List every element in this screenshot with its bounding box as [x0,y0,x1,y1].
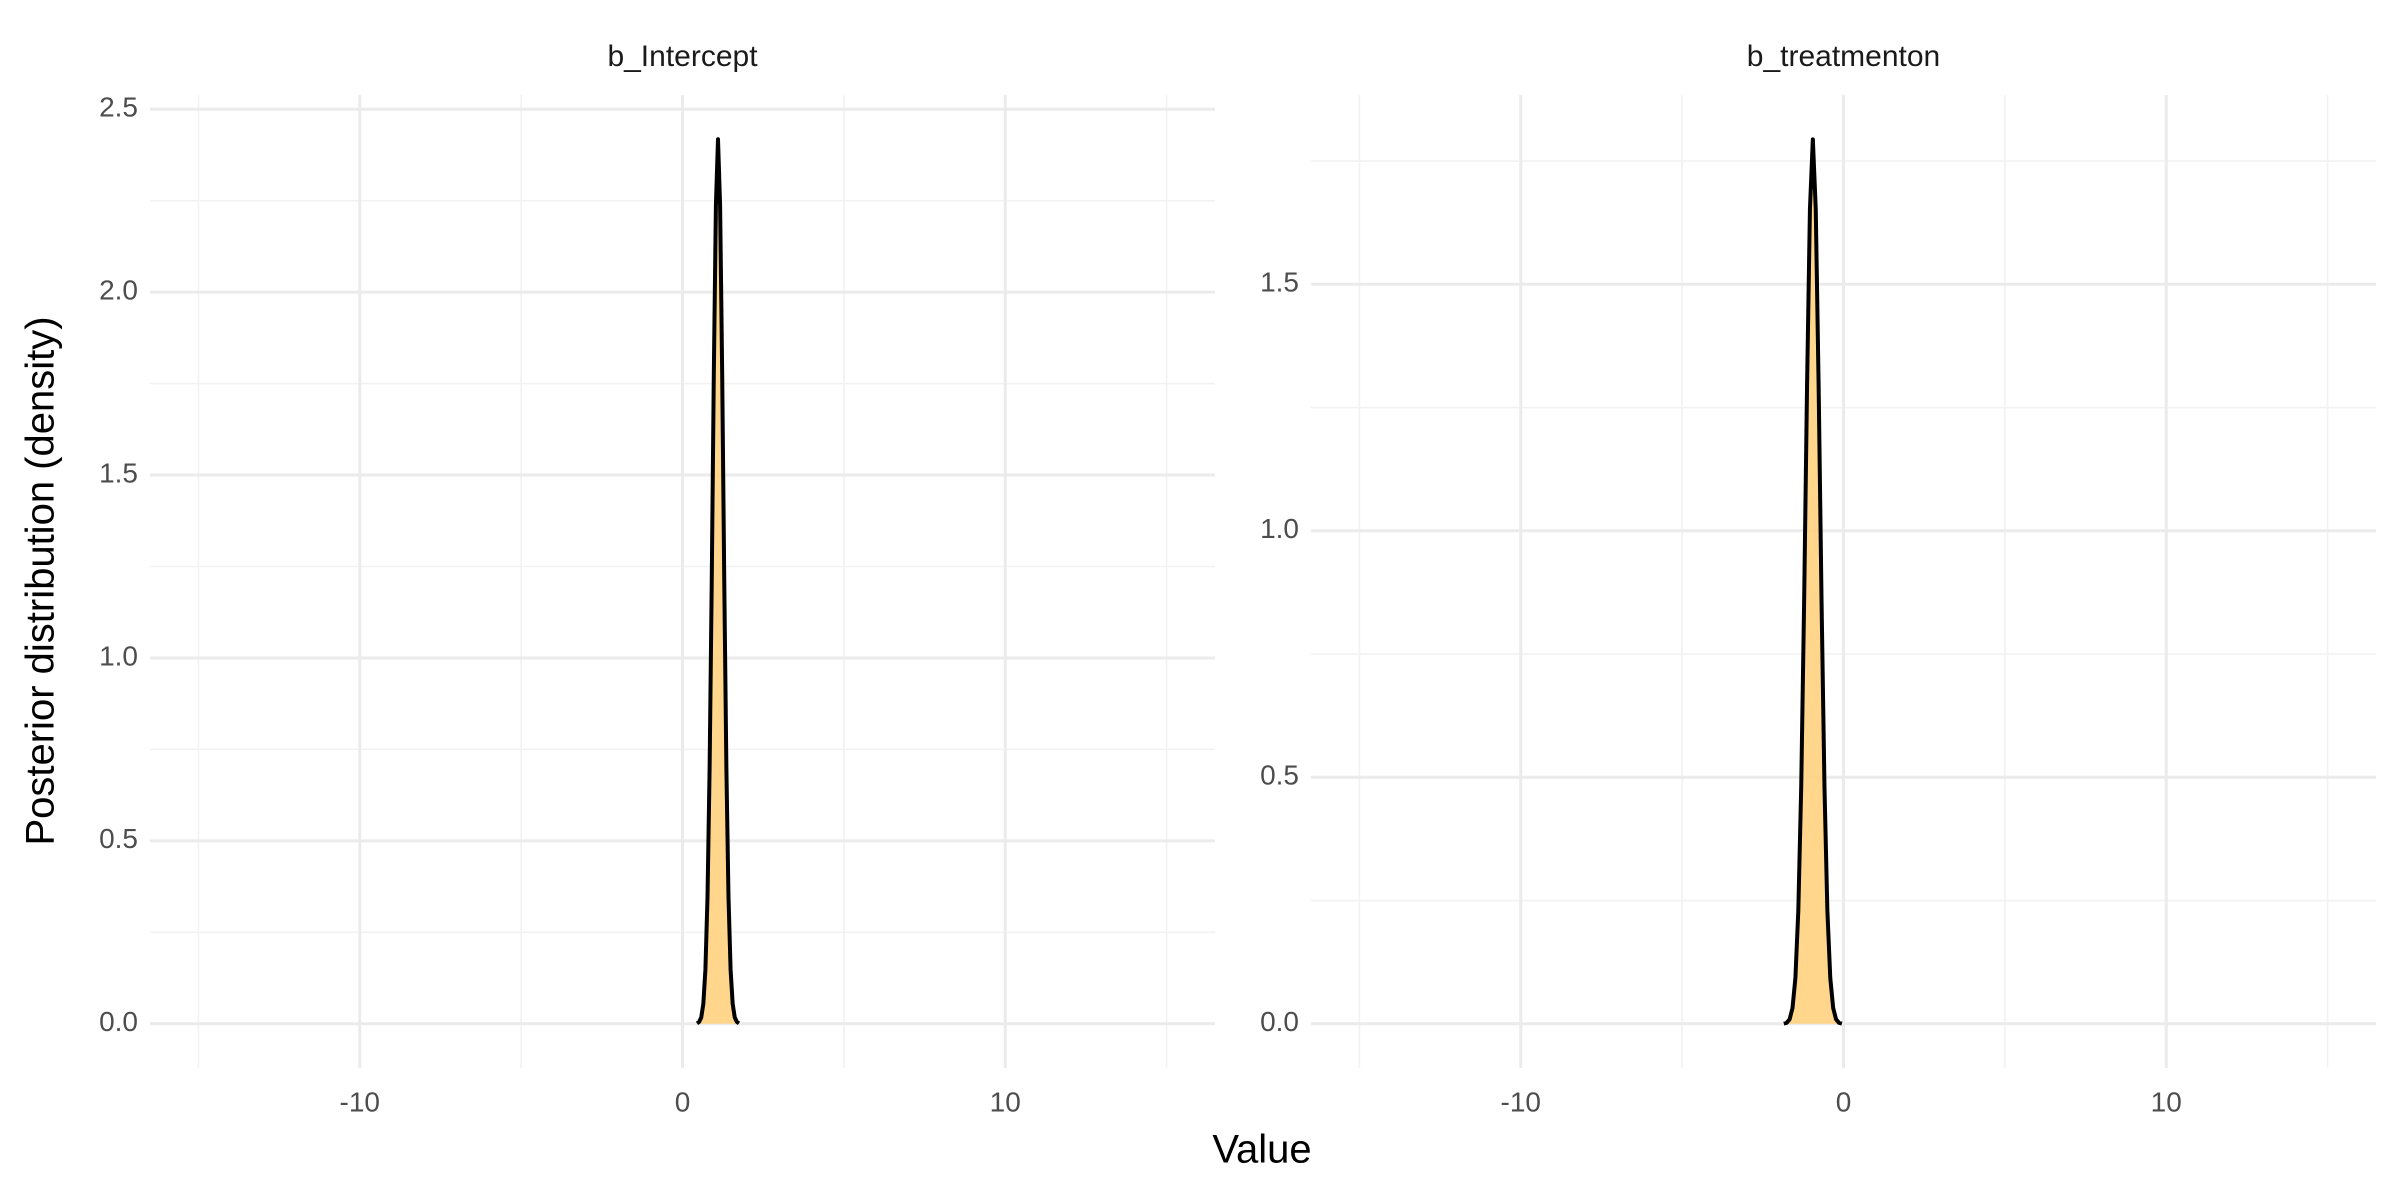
panel-title: b_treatmenton [1747,40,1940,73]
density-line [1783,137,1843,1026]
x-tick-label: 0 [675,1086,691,1117]
y-axis-label: Posterior distribution (density) [19,316,63,845]
y-tick-label: 1.0 [1260,513,1299,544]
y-tick-label: 0.0 [99,1006,138,1037]
y-tick-label: 2.0 [99,275,138,306]
x-tick-label: 0 [1836,1086,1852,1117]
y-tick-label: 1.5 [99,457,138,488]
density-area [697,139,739,1024]
x-tick-label: -10 [1501,1086,1541,1117]
x-tick-label: -10 [340,1086,380,1117]
y-tick-label: 0.5 [1260,760,1299,791]
density-line [695,137,741,1026]
x-axis-label: Value [1212,1128,1311,1172]
y-tick-label: 0.5 [99,823,138,854]
panel-title: b_Intercept [607,40,758,73]
y-tick-label: 1.5 [1260,267,1299,298]
x-tick-label: 10 [2151,1086,2182,1117]
x-tick-label: 10 [990,1086,1021,1117]
y-tick-label: 0.0 [1260,1006,1299,1037]
y-tick-label: 2.5 [99,92,138,123]
density-area [1783,139,1842,1024]
y-tick-label: 1.0 [99,640,138,671]
